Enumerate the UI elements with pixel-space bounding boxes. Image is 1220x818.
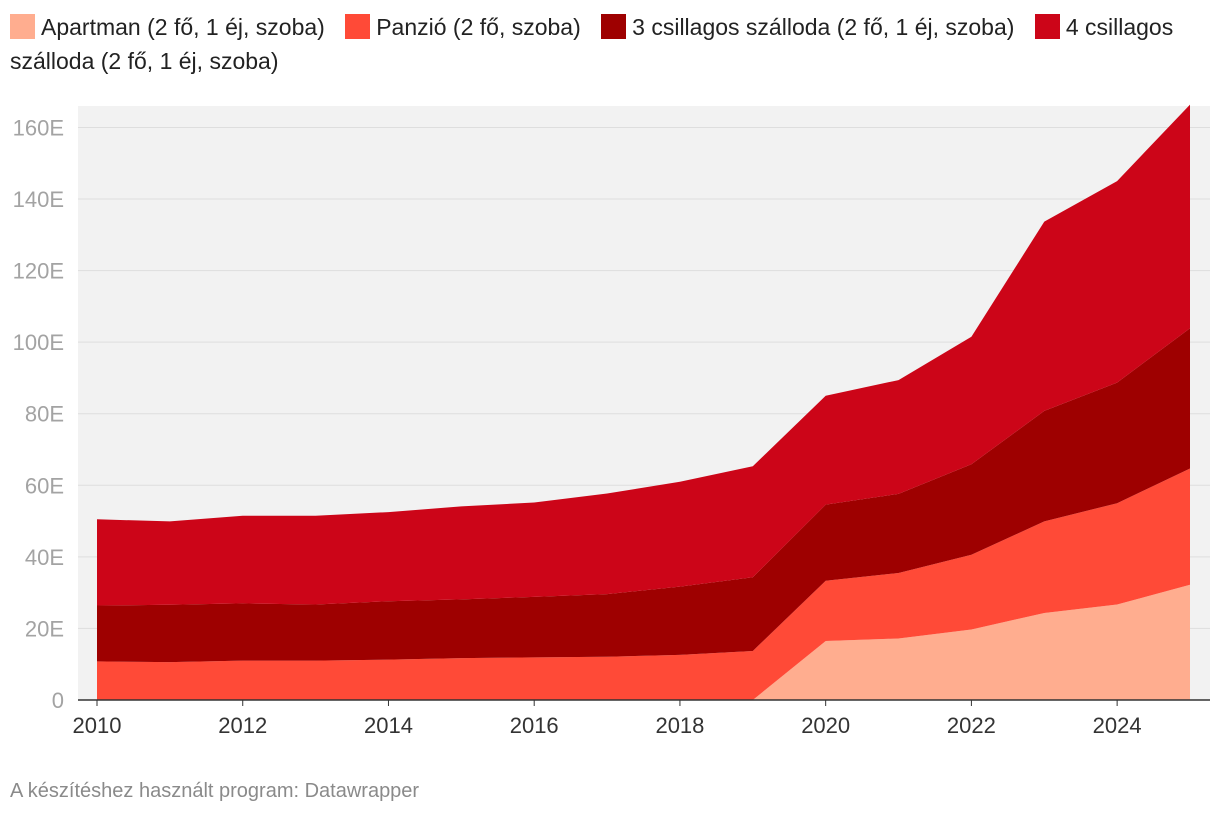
- y-axis: 0 20E 40E 60E 80E 100E 120E 140E 160E: [13, 115, 64, 713]
- y-tick-label: 100E: [13, 330, 64, 355]
- legend-item-panzio: Panzió (2 fő, szoba): [345, 14, 581, 40]
- x-tick-label: 2010: [73, 713, 122, 738]
- y-tick-label: 0: [52, 688, 64, 713]
- y-tick-label: 60E: [25, 473, 64, 498]
- legend-item-apartman: Apartman (2 fő, 1 éj, szoba): [10, 14, 325, 40]
- y-tick-label: 40E: [25, 545, 64, 570]
- legend-label-panzio: Panzió (2 fő, szoba): [376, 14, 581, 40]
- area-series-1: [97, 468, 1190, 700]
- y-tick-label: 120E: [13, 259, 64, 284]
- y-tick-label: 140E: [13, 187, 64, 212]
- x-tick-label: 2022: [947, 713, 996, 738]
- x-tick-label: 2012: [218, 713, 267, 738]
- footer-credit: A készítéshez használt program: Datawrap…: [10, 780, 420, 802]
- legend-swatch-panzio: [345, 14, 371, 39]
- area-series-3: [97, 104, 1190, 606]
- x-tick-label: 2016: [510, 713, 559, 738]
- area-series: [97, 104, 1190, 700]
- x-tick-label: 2014: [364, 713, 413, 738]
- area-series-0: [97, 584, 1190, 700]
- legend-swatch-apartman: [10, 14, 35, 39]
- legend-label-3-star-hotel: 3 csillagos szálloda (2 fő, 1 éj, szoba): [632, 14, 1015, 40]
- legend-label-apartman: Apartman (2 fő, 1 éj, szoba): [41, 14, 325, 40]
- y-tick-label: 80E: [25, 402, 64, 427]
- legend-label-4-star-hotel: 4 csillagos szálloda (2 fő, 1 éj, szoba): [10, 14, 1174, 74]
- x-tick-label: 2020: [801, 713, 850, 738]
- legend-item-4-star-hotel: 4 csillagos szálloda (2 fő, 1 éj, szoba): [10, 14, 1173, 74]
- y-tick-label: 20E: [25, 616, 64, 641]
- chart-legend: Apartman (2 fő, 1 éj, szoba) Panzió (2 f…: [10, 10, 1200, 78]
- legend-swatch-3-star-hotel: [601, 14, 627, 39]
- legend-swatch-4-star-hotel: [1034, 14, 1060, 39]
- x-axis: 2010 2012 2014 2016 2018 2020 2022 2024: [73, 699, 1210, 738]
- y-tick-label: 160E: [13, 115, 64, 140]
- legend-item-3-star-hotel: 3 csillagos szálloda (2 fő, 1 éj, szoba): [601, 14, 1014, 40]
- x-tick-label: 2024: [1093, 713, 1142, 738]
- x-tick-label: 2018: [655, 713, 704, 738]
- area-series-2: [97, 328, 1190, 663]
